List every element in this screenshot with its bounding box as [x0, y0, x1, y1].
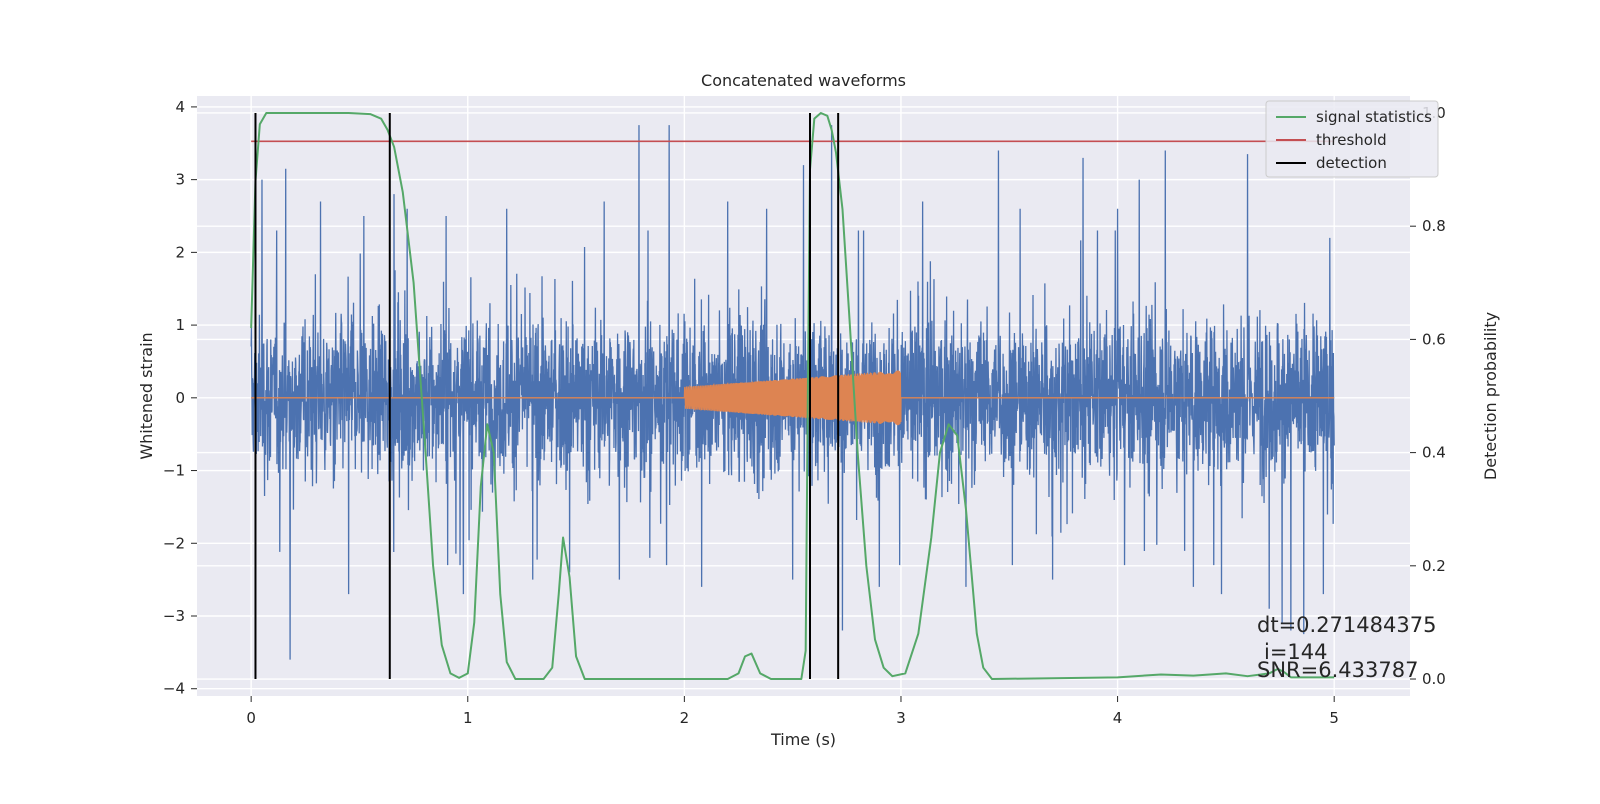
- y-tick-label-left: 2: [175, 243, 185, 261]
- y-axis-label-left: Whitened strain: [137, 332, 156, 459]
- x-tick-label: 0: [246, 709, 256, 727]
- legend-label: detection: [1316, 154, 1387, 172]
- plot-area: [250, 111, 1335, 681]
- strain-series: [250, 125, 1335, 660]
- annotation-snr: SNR=6.433787: [1257, 658, 1418, 682]
- x-tick-label: 5: [1329, 709, 1339, 727]
- y-tick-label-left: 1: [175, 316, 185, 334]
- x-tick-label: 2: [680, 709, 690, 727]
- y-tick-label-right: 0.8: [1422, 217, 1446, 235]
- x-axis-label: Time (s): [770, 730, 836, 749]
- y-tick-label-left: −4: [163, 680, 185, 698]
- y-tick-label-left: 0: [175, 389, 185, 407]
- y-tick-label-left: 4: [175, 98, 185, 116]
- annotation-i: i=144: [1264, 640, 1328, 664]
- y-tick-label-right: 0.0: [1422, 670, 1446, 688]
- y-tick-label-left: −2: [163, 534, 185, 552]
- y-tick-label-left: 3: [175, 171, 185, 189]
- legend: signal statistics threshold detection: [1265, 100, 1439, 178]
- legend-label: threshold: [1316, 131, 1387, 149]
- annotation-dt: dt=0.271484375: [1257, 613, 1436, 637]
- y-tick-label-left: −3: [163, 607, 185, 625]
- x-tick-label: 3: [896, 709, 906, 727]
- y-tick-label-right: 0.2: [1422, 557, 1446, 575]
- signal-statistics-series: [250, 111, 1335, 681]
- legend-box: [1265, 100, 1439, 178]
- chart-title: Concatenated waveforms: [701, 71, 906, 90]
- x-tick-label: 1: [463, 709, 473, 727]
- injection-series: [251, 370, 1335, 426]
- y-tick-label-right: 0.6: [1422, 330, 1446, 348]
- y-axis-label-right: Detection probability: [1481, 312, 1500, 480]
- y-tick-label-left: −1: [163, 462, 185, 480]
- legend-label: signal statistics: [1316, 108, 1432, 126]
- y-tick-label-right: 0.4: [1422, 444, 1446, 462]
- data-layer: [250, 111, 1335, 681]
- x-tick-label: 4: [1113, 709, 1123, 727]
